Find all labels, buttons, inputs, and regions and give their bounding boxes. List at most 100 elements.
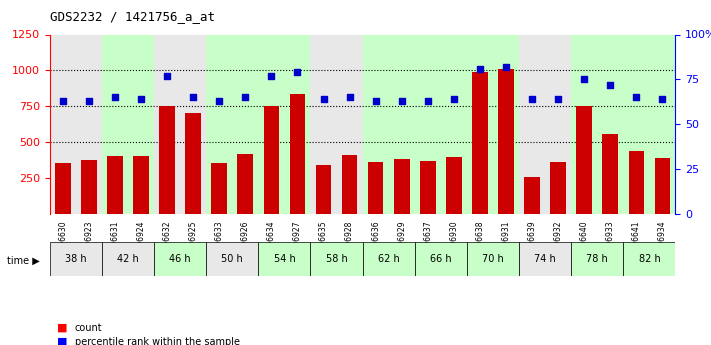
- Text: ■: ■: [57, 323, 68, 333]
- Bar: [102, 34, 128, 214]
- Bar: [467, 34, 493, 214]
- FancyBboxPatch shape: [363, 241, 415, 276]
- Bar: [415, 34, 441, 214]
- Text: 42 h: 42 h: [117, 254, 139, 264]
- Point: [657, 96, 668, 102]
- Bar: [597, 34, 624, 214]
- Bar: [577, 106, 592, 214]
- Point: [161, 73, 173, 79]
- Bar: [81, 160, 97, 214]
- Point: [370, 98, 381, 104]
- Bar: [289, 94, 305, 214]
- Text: 66 h: 66 h: [430, 254, 451, 264]
- Text: 78 h: 78 h: [587, 254, 608, 264]
- Bar: [441, 34, 467, 214]
- Point: [83, 98, 95, 104]
- Bar: [446, 157, 461, 214]
- Bar: [389, 34, 415, 214]
- Text: percentile rank within the sample: percentile rank within the sample: [75, 337, 240, 345]
- Point: [552, 96, 564, 102]
- Point: [135, 96, 146, 102]
- Bar: [232, 34, 258, 214]
- Point: [344, 95, 356, 100]
- Point: [422, 98, 434, 104]
- Bar: [237, 154, 253, 214]
- Bar: [159, 106, 175, 214]
- Point: [213, 98, 225, 104]
- FancyBboxPatch shape: [102, 241, 154, 276]
- Bar: [284, 34, 311, 214]
- Point: [57, 98, 68, 104]
- Bar: [629, 151, 644, 214]
- FancyBboxPatch shape: [258, 241, 311, 276]
- Text: 50 h: 50 h: [221, 254, 243, 264]
- Bar: [624, 34, 649, 214]
- Bar: [55, 163, 70, 214]
- Text: 58 h: 58 h: [326, 254, 348, 264]
- Bar: [342, 155, 358, 214]
- Text: time ▶: time ▶: [7, 256, 40, 265]
- Text: 74 h: 74 h: [534, 254, 556, 264]
- Bar: [107, 157, 123, 214]
- Point: [240, 95, 251, 100]
- Bar: [394, 159, 410, 214]
- Bar: [550, 161, 566, 214]
- Bar: [519, 34, 545, 214]
- Bar: [206, 34, 232, 214]
- Point: [631, 95, 642, 100]
- Bar: [128, 34, 154, 214]
- FancyBboxPatch shape: [415, 241, 467, 276]
- Point: [266, 73, 277, 79]
- Text: 38 h: 38 h: [65, 254, 87, 264]
- Bar: [180, 34, 206, 214]
- Bar: [336, 34, 363, 214]
- Bar: [472, 72, 488, 214]
- Bar: [524, 177, 540, 214]
- FancyBboxPatch shape: [519, 241, 571, 276]
- Point: [448, 96, 459, 102]
- Point: [396, 98, 407, 104]
- Bar: [211, 163, 227, 214]
- Text: count: count: [75, 323, 102, 333]
- Bar: [186, 114, 201, 214]
- FancyBboxPatch shape: [624, 241, 675, 276]
- Point: [318, 96, 329, 102]
- Point: [604, 82, 616, 88]
- Point: [474, 66, 486, 71]
- Bar: [258, 34, 284, 214]
- Point: [526, 96, 538, 102]
- Point: [579, 77, 590, 82]
- Bar: [316, 165, 331, 214]
- FancyBboxPatch shape: [154, 241, 206, 276]
- Text: ■: ■: [57, 337, 68, 345]
- Bar: [368, 161, 383, 214]
- Point: [501, 64, 512, 70]
- Bar: [420, 161, 436, 214]
- Bar: [571, 34, 597, 214]
- Bar: [311, 34, 336, 214]
- Text: 70 h: 70 h: [482, 254, 504, 264]
- FancyBboxPatch shape: [206, 241, 258, 276]
- FancyBboxPatch shape: [311, 241, 363, 276]
- Text: 46 h: 46 h: [169, 254, 191, 264]
- Bar: [602, 134, 618, 214]
- Point: [292, 69, 303, 75]
- Bar: [545, 34, 571, 214]
- Bar: [264, 106, 279, 214]
- Text: 62 h: 62 h: [378, 254, 400, 264]
- FancyBboxPatch shape: [467, 241, 519, 276]
- Point: [188, 95, 199, 100]
- Text: 54 h: 54 h: [274, 254, 295, 264]
- Text: 82 h: 82 h: [638, 254, 661, 264]
- Bar: [76, 34, 102, 214]
- Bar: [493, 34, 519, 214]
- Bar: [154, 34, 180, 214]
- Bar: [363, 34, 389, 214]
- Text: GDS2232 / 1421756_a_at: GDS2232 / 1421756_a_at: [50, 10, 215, 23]
- Point: [109, 95, 121, 100]
- Bar: [655, 158, 670, 214]
- Bar: [50, 34, 76, 214]
- FancyBboxPatch shape: [50, 241, 102, 276]
- Bar: [498, 69, 514, 214]
- FancyBboxPatch shape: [571, 241, 624, 276]
